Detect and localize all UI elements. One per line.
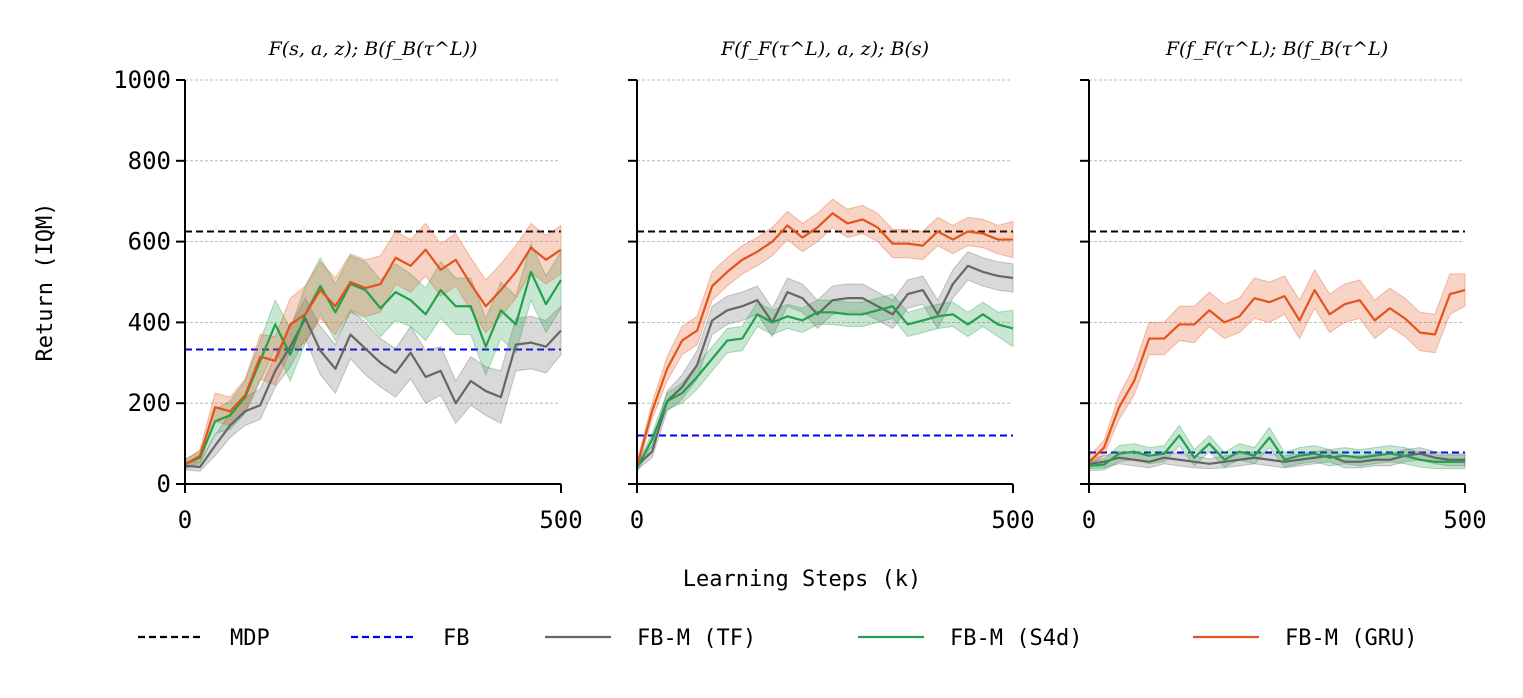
x-tick-label: 0 bbox=[178, 506, 192, 534]
band-fb-m-gru- bbox=[1088, 268, 1466, 469]
band-fb-m-s4d- bbox=[184, 242, 562, 470]
panel-2: 0 500 F(f_F(τ^L), a, z); B(s) bbox=[628, 38, 1035, 534]
x-tick-label: 0 bbox=[630, 506, 644, 534]
band-fb-m-gru- bbox=[636, 198, 1014, 471]
legend-label: MDP bbox=[230, 626, 270, 651]
x-tick-label: 500 bbox=[1443, 506, 1486, 534]
legend-label: FB-M (TF) bbox=[637, 626, 756, 651]
y-tick-label: 200 bbox=[128, 389, 171, 417]
band-fb-m-tf- bbox=[184, 297, 562, 472]
y-tick-label: 1000 bbox=[113, 66, 171, 94]
legend-label: FB bbox=[443, 626, 470, 651]
series-fb-m-s4d- bbox=[636, 305, 1014, 469]
y-tick-label: 0 bbox=[157, 470, 171, 498]
legend-label: FB-M (S4d) bbox=[950, 626, 1082, 651]
series-fb-m-gru- bbox=[184, 246, 562, 466]
y-tick-label: 800 bbox=[128, 147, 171, 175]
panel-3: 0 500 F(f_F(τ^L); B(f_B(τ^L) bbox=[1080, 38, 1487, 534]
x-tick-label: 500 bbox=[539, 506, 582, 534]
x-tick-label: 500 bbox=[991, 506, 1034, 534]
band-fb-m-tf- bbox=[636, 251, 1014, 471]
panel-title: F(f_F(τ^L); B(f_B(τ^L) bbox=[1165, 38, 1388, 60]
legend: MDP FB FB-M (TF) FB-M (S4d) FB-M (GRU) bbox=[138, 626, 1417, 651]
legend-label: FB-M (GRU) bbox=[1285, 626, 1417, 651]
series-fb-m-gru- bbox=[1088, 288, 1466, 463]
panel-title: F(f_F(τ^L), a, z); B(s) bbox=[720, 38, 929, 60]
legend-item-fb: FB bbox=[351, 626, 470, 651]
series-fb-m-tf- bbox=[184, 317, 562, 469]
y-axis-label: Return (IQM) bbox=[33, 203, 58, 362]
panel-1: 0 200 400 600 800 1000 0 500 F(s, a, z); B(f_B(τ… bbox=[113, 38, 582, 534]
series-fb-m-gru- bbox=[635, 212, 1013, 467]
y-tick-label: 600 bbox=[128, 228, 171, 256]
band-fb-m-gru- bbox=[184, 222, 562, 470]
series-fb-m-s4d- bbox=[1088, 434, 1465, 467]
band-fb-m-tf- bbox=[1088, 447, 1466, 470]
legend-item-fb-m-tf: FB-M (TF) bbox=[545, 626, 756, 651]
band-fb-m-s4d- bbox=[636, 293, 1014, 474]
legend-item-fb-m-s4d: FB-M (S4d) bbox=[858, 626, 1082, 651]
panel-title: F(s, a, z); B(f_B(τ^L)) bbox=[268, 38, 478, 60]
y-tick-label: 400 bbox=[128, 308, 171, 336]
x-tick-label: 0 bbox=[1082, 506, 1096, 534]
x-axis-label: Learning Steps (k) bbox=[683, 567, 921, 592]
legend-item-mdp: MDP bbox=[138, 626, 270, 651]
series-fb-m-tf- bbox=[636, 264, 1014, 467]
legend-item-fb-m-gru: FB-M (GRU) bbox=[1193, 626, 1417, 651]
